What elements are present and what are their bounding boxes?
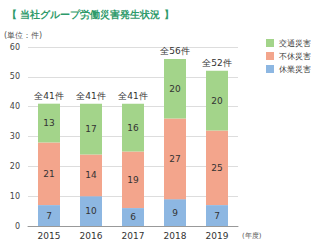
svg-text:16: 16: [127, 123, 139, 133]
svg-text:全41件: 全41件: [76, 91, 105, 101]
svg-text:全52件: 全52件: [202, 58, 231, 68]
svg-text:60: 60: [10, 43, 20, 52]
svg-text:7: 7: [214, 211, 220, 221]
svg-text:休業災害: 休業災害: [279, 65, 311, 74]
svg-text:40: 40: [10, 102, 20, 111]
svg-text:17: 17: [85, 124, 96, 134]
svg-text:6: 6: [130, 212, 136, 222]
svg-text:0: 0: [15, 222, 20, 231]
svg-text:50: 50: [10, 72, 20, 81]
svg-text:全41件: 全41件: [34, 91, 63, 101]
svg-text:13: 13: [43, 118, 54, 128]
svg-text:20: 20: [211, 96, 223, 106]
svg-text:19: 19: [127, 175, 139, 185]
svg-text:20: 20: [10, 162, 20, 171]
svg-text:21: 21: [43, 169, 54, 179]
svg-text:交通災害: 交通災害: [279, 39, 311, 48]
svg-text:2018: 2018: [164, 231, 187, 240]
svg-text:2017: 2017: [122, 231, 145, 240]
svg-text:(年度): (年度): [242, 232, 262, 240]
svg-text:不休災害: 不休災害: [279, 52, 311, 61]
svg-text:9: 9: [172, 208, 178, 218]
svg-text:(単位：件): (単位：件): [4, 31, 42, 40]
svg-text:10: 10: [10, 192, 20, 201]
svg-text:全41件: 全41件: [118, 91, 147, 101]
svg-text:27: 27: [169, 154, 180, 164]
svg-text:【 当社グループ労働災害発生状況 】: 【 当社グループ労働災害発生状況 】: [7, 9, 174, 20]
svg-text:2019: 2019: [206, 231, 229, 240]
svg-text:7: 7: [46, 211, 52, 221]
svg-text:全56件: 全56件: [160, 46, 189, 56]
svg-text:2015: 2015: [38, 231, 61, 240]
svg-text:14: 14: [85, 170, 97, 180]
svg-text:30: 30: [10, 132, 20, 141]
svg-text:10: 10: [85, 206, 97, 216]
svg-text:20: 20: [169, 84, 181, 94]
svg-text:2016: 2016: [80, 231, 103, 240]
svg-text:25: 25: [211, 163, 222, 173]
